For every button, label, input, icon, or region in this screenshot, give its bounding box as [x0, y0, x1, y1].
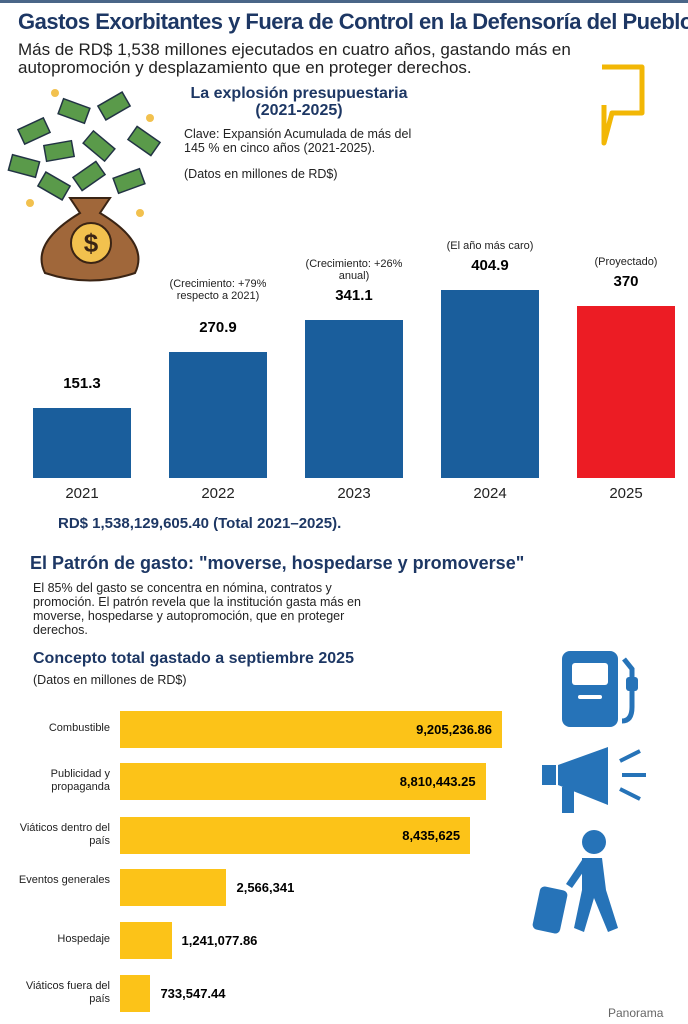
- bar-value-label: 8,435,625: [402, 828, 461, 843]
- money-bag-icon: $: [7, 89, 162, 282]
- page-subtitle: Más de RD$ 1,538 millones ejecutados en …: [18, 40, 571, 77]
- chart1-subtitle: Clave: Expansión Acumulada de más del 14…: [184, 127, 412, 155]
- x-tick-label: 2024: [473, 485, 507, 502]
- bar-annotation: (El año más caro): [446, 240, 534, 252]
- bar-2025: [577, 306, 675, 478]
- category-label: Viáticos dentro del país: [19, 822, 110, 847]
- chart1-title: La explosión presupuestaria (2021-2025): [190, 85, 408, 119]
- bar-value-label: 151.3: [63, 374, 101, 392]
- category-label: Publicidad y propaganda: [50, 768, 110, 793]
- bar-value-label: 404.9: [471, 257, 509, 274]
- bar-value-label: 1,241,077.86: [181, 933, 258, 948]
- chart1-unit-note: (Datos en millones de RD$): [184, 167, 338, 181]
- bar-value-label: 733,547.44: [160, 986, 226, 1001]
- chart2-unit-note: (Datos en millones de RD$): [33, 673, 187, 687]
- bar-annotation: (Proyectado): [594, 256, 658, 269]
- bar-2021: [33, 407, 131, 478]
- speech-bubble-logo-icon: [601, 64, 645, 146]
- megaphone-icon: [542, 747, 646, 813]
- page-title: Gastos Exorbitantes y Fuera de Control e…: [18, 9, 688, 34]
- bar-2022: [169, 352, 267, 478]
- chart2-title: Concepto total gastado a septiembre 2025: [33, 650, 354, 667]
- section2-text: El 85% del gasto se concentra en nómina,…: [33, 581, 361, 637]
- hbar: [120, 711, 502, 748]
- fuel-pump-icon: [562, 651, 638, 727]
- bar-value-label: 341.1: [335, 286, 373, 304]
- traveler-icon: [532, 830, 618, 934]
- bar-value-label: 9,205,236.86: [416, 722, 492, 737]
- hbar: [120, 763, 486, 800]
- bar-value-label: 370: [613, 273, 639, 291]
- x-tick-label: 2025: [609, 485, 643, 502]
- hbar: [120, 817, 471, 854]
- hbar: [120, 975, 151, 1012]
- bar-value-label: 270.9: [199, 319, 237, 337]
- category-label: Eventos generales: [18, 874, 110, 886]
- source-label: Panorama: [608, 1006, 664, 1020]
- category-label: Hospedaje: [57, 933, 110, 945]
- bar-value-label: 2,566,341: [236, 880, 295, 895]
- bar-value-label: 8,810,443.25: [399, 774, 476, 789]
- bar-2024: [441, 290, 539, 478]
- category-label: Viáticos fuera del país: [25, 980, 110, 1005]
- svg-text:$: $: [84, 228, 99, 258]
- bar-2023: [305, 319, 403, 478]
- section2-title: El Patrón de gasto: "moverse, hospedarse…: [30, 553, 525, 573]
- bar-annotation: (Crecimiento: +26% anual): [305, 257, 403, 282]
- x-tick-label: 2021: [65, 485, 99, 502]
- hbar: [120, 922, 172, 959]
- chart1-total: RD$ 1,538,129,605.40 (Total 2021–2025).: [58, 515, 342, 532]
- x-tick-label: 2023: [337, 485, 371, 502]
- hbar: [120, 869, 227, 906]
- x-tick-label: 2022: [201, 485, 235, 502]
- bar-annotation: (Crecimiento: +79% respecto a 2021): [169, 278, 267, 303]
- category-label: Combustible: [48, 722, 110, 734]
